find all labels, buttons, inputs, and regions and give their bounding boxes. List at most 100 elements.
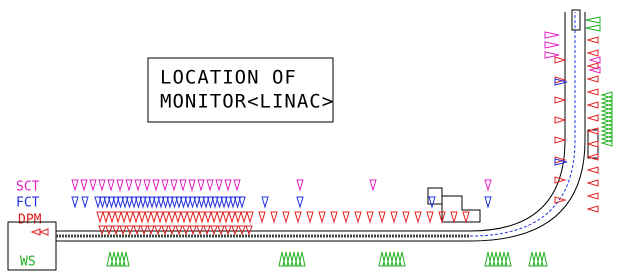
monitor-symbol xyxy=(234,180,240,190)
monitor-symbol xyxy=(232,226,238,234)
monitor-symbol xyxy=(239,226,245,234)
monitor-symbol xyxy=(157,212,163,222)
monitor-symbol xyxy=(205,212,211,222)
page: LOCATION OF MONITOR<LINAC> SCT FCT DPM W… xyxy=(0,0,617,273)
monitor-symbol xyxy=(198,180,204,190)
monitor-symbol xyxy=(121,212,127,222)
monitor-symbol xyxy=(108,180,114,190)
monitor-symbol xyxy=(555,57,565,63)
legend-dpm: DPM xyxy=(18,213,42,228)
monitor-symbol xyxy=(223,212,229,222)
legend-sct: SCT xyxy=(16,180,40,195)
monitor-symbol xyxy=(225,180,231,190)
legend-ws: WS xyxy=(20,255,36,270)
monitor-symbol xyxy=(586,17,600,23)
monitor-symbol xyxy=(555,117,565,123)
monitor-symbol xyxy=(135,180,141,190)
monitor-symbol xyxy=(555,137,565,143)
monitor-symbol xyxy=(189,180,195,190)
monitor-symbol xyxy=(246,226,252,234)
monitor-symbol xyxy=(163,212,169,222)
monitor-symbol xyxy=(429,197,435,207)
monitor-symbol xyxy=(197,226,203,234)
monitor-symbol xyxy=(193,212,199,222)
monitor-symbol xyxy=(343,212,349,222)
room xyxy=(442,196,480,222)
monitor-symbol xyxy=(127,226,133,234)
monitor-symbol xyxy=(545,32,559,38)
monitor-symbol xyxy=(588,50,598,56)
monitor-symbol xyxy=(187,212,193,222)
monitor-symbol xyxy=(555,197,565,203)
monitor-symbol xyxy=(225,226,231,234)
beamline xyxy=(8,10,598,270)
beam-arc xyxy=(470,12,575,236)
monitor-symbol xyxy=(590,57,600,63)
monitor-symbol xyxy=(115,212,121,222)
monitor-symbol xyxy=(113,226,119,234)
monitor-symbol xyxy=(588,154,598,160)
monitor-symbol xyxy=(162,180,168,190)
monitor-symbol xyxy=(283,212,289,222)
monitor-symbol xyxy=(72,197,78,207)
monitor-symbol xyxy=(297,197,303,207)
monitor-symbol xyxy=(97,212,103,222)
wall xyxy=(470,12,585,241)
monitor-symbol xyxy=(153,180,159,190)
monitor-symbol xyxy=(217,212,223,222)
monitor-symbol xyxy=(588,206,598,212)
monitor-symbol xyxy=(588,76,598,82)
monitor-symbol xyxy=(391,212,397,222)
room xyxy=(572,10,580,30)
monitor-symbol xyxy=(40,229,48,235)
legend-fct: FCT xyxy=(16,196,40,211)
monitor-symbol xyxy=(139,212,145,222)
monitor-symbol xyxy=(127,212,133,222)
monitor-symbol xyxy=(190,226,196,234)
monitor-symbol xyxy=(183,226,189,234)
monitor-symbol xyxy=(144,180,150,190)
monitor-symbol xyxy=(134,226,140,234)
monitor-symbol xyxy=(379,212,385,222)
monitor-symbol xyxy=(106,226,112,234)
monitor-symbol xyxy=(72,180,78,190)
monitor-symbol xyxy=(588,141,598,147)
monitor-symbol xyxy=(229,212,235,222)
monitor-symbol xyxy=(81,180,87,190)
monitor-symbol xyxy=(151,212,157,222)
monitor-symbol xyxy=(90,180,96,190)
monitor-symbol xyxy=(367,212,373,222)
monitor-symbol xyxy=(133,212,139,222)
monitor-symbol xyxy=(82,197,88,207)
monitor-symbol xyxy=(175,212,181,222)
monitor-symbol xyxy=(271,212,277,222)
monitor-symbol xyxy=(295,212,301,222)
monitor-symbol xyxy=(588,102,598,108)
monitor-symbol xyxy=(169,226,175,234)
monitor-symbol xyxy=(109,212,115,222)
monitor-symbol xyxy=(162,226,168,234)
monitor-symbol xyxy=(355,212,361,222)
monitor-symbol xyxy=(199,212,205,222)
monitor-symbol xyxy=(180,180,186,190)
monitor-symbol xyxy=(588,128,598,134)
monitor-symbol xyxy=(126,180,132,190)
monitor-symbol xyxy=(485,180,491,190)
monitor-symbol xyxy=(99,180,105,190)
monitor-symbol xyxy=(235,212,241,222)
monitor-symbol xyxy=(211,212,217,222)
monitor-symbol xyxy=(588,193,598,199)
monitor-symbol xyxy=(218,226,224,234)
monitor-symbol xyxy=(216,180,222,190)
monitor-symbol xyxy=(427,212,433,222)
monitor-symbol xyxy=(403,212,409,222)
monitor-symbol xyxy=(176,226,182,234)
monitor-symbol xyxy=(259,212,265,222)
monitor-symbol xyxy=(103,212,109,222)
monitor-symbol xyxy=(588,89,598,95)
monitor-symbol xyxy=(204,226,210,234)
monitor-symbol xyxy=(307,212,313,222)
monitor-symbol xyxy=(555,97,565,103)
monitor-symbol xyxy=(247,212,253,222)
monitor-symbol xyxy=(545,42,559,48)
